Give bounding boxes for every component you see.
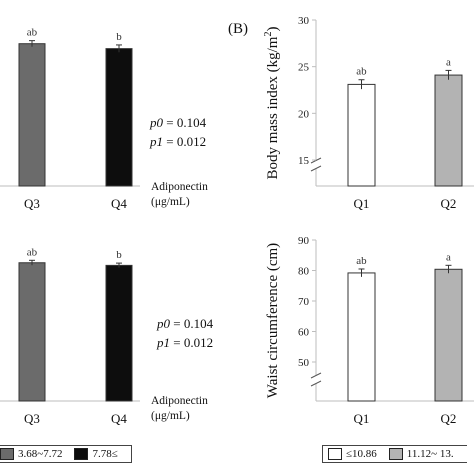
p-values-top: p0 = 0.104 p1 = 0.012 [150, 113, 206, 151]
x-tick-label: Q2 [441, 196, 457, 211]
x-tick-label: Q4 [111, 411, 127, 426]
legend-label-q4: 7.78≤ [92, 448, 118, 460]
significance-letter: ab [27, 246, 38, 258]
legend-label-q1: ≤10.86 [346, 448, 377, 460]
panel-b-label: (B) [228, 21, 248, 37]
significance-letter: ab [27, 27, 38, 39]
y-tick-label: 70 [298, 296, 310, 308]
p1-value: = 0.012 [163, 134, 207, 149]
bar-q3 [18, 262, 46, 402]
axis-break-mark [310, 380, 322, 387]
adiponectin-line1: Adiponectin [151, 181, 208, 193]
chart-panel-left-bottom: ab Q3 b Q4 [0, 246, 140, 426]
significance-letter: ab [356, 66, 367, 78]
y-tick-label: 80 [298, 266, 310, 278]
significance-letter: b [116, 249, 122, 261]
bar-q1 [347, 83, 376, 187]
chart-panel-left-top: ab Q3 b Q4 [0, 27, 140, 211]
chart-panel-right-bottom: 50 60 70 80 90 Waist circumference (cm) ab Q1 a Q… [265, 235, 474, 426]
y-tick-label: 60 [298, 327, 310, 339]
y-axis-label: Body mass index (kg/m2) [263, 27, 281, 180]
x-tick-label: Q1 [354, 411, 370, 426]
legend-swatch-q1 [328, 448, 342, 460]
significance-letter: ab [356, 255, 367, 267]
adiponectin-line2: (μg/mL) [151, 410, 190, 422]
legend-right: ≤10.86 11.12~ 13. [322, 445, 467, 463]
legend-label-q3: 3.68~7.72 [18, 448, 63, 460]
adiponectin-line2: (μg/mL) [151, 196, 190, 208]
bar-q1 [347, 272, 376, 402]
axis-break-mark [310, 372, 322, 379]
y-tick-label: 20 [298, 108, 310, 120]
bar-q4 [105, 48, 133, 187]
p0-value: = 0.104 [170, 316, 214, 331]
legend-left: 3.68~7.72 7.78≤ [0, 445, 132, 463]
x-tick-label: Q3 [24, 411, 40, 426]
legend-swatch-q3 [0, 448, 14, 460]
legend-label-q2: 11.12~ 13. [406, 448, 454, 460]
bar-q2 [434, 74, 463, 187]
p1-value: = 0.012 [170, 335, 214, 350]
adiponectin-line1: Adiponectin [151, 395, 208, 407]
p0-label: p0 [150, 115, 163, 130]
y-tick-label: 50 [298, 357, 310, 369]
p0-value: = 0.104 [163, 115, 207, 130]
adiponectin-label-bottom: Adiponectin (μg/mL) [151, 394, 208, 424]
bar-q2 [434, 268, 463, 402]
adiponectin-label-top: Adiponectin (μg/mL) [151, 180, 208, 210]
y-axis-label: Waist circumference (cm) [265, 243, 281, 398]
y-tick-label: 15 [298, 155, 310, 167]
y-tick-label: 25 [298, 62, 310, 74]
y-tick-label: 30 [298, 15, 310, 27]
x-tick-label: Q4 [111, 196, 127, 211]
significance-letter: a [446, 56, 451, 68]
p0-label: p0 [157, 316, 170, 331]
p1-label: p1 [150, 134, 163, 149]
axis-break-mark [310, 165, 322, 172]
significance-letter: a [446, 251, 451, 263]
x-tick-label: Q2 [441, 411, 457, 426]
significance-letter: b [116, 31, 122, 43]
bar-q4 [105, 264, 133, 402]
p-values-bottom: p0 = 0.104 p1 = 0.012 [157, 314, 213, 352]
legend-swatch-q4 [74, 448, 89, 460]
bar-q3 [18, 43, 46, 187]
chart-panel-right-top: 15 20 25 30 Body mass index (kg/m2) ab Q1 a Q2 [263, 15, 474, 211]
x-tick-label: Q1 [354, 196, 370, 211]
x-tick-label: Q3 [24, 196, 40, 211]
legend-swatch-q2 [388, 448, 403, 460]
y-tick-label: 90 [298, 235, 310, 247]
p1-label: p1 [157, 335, 170, 350]
